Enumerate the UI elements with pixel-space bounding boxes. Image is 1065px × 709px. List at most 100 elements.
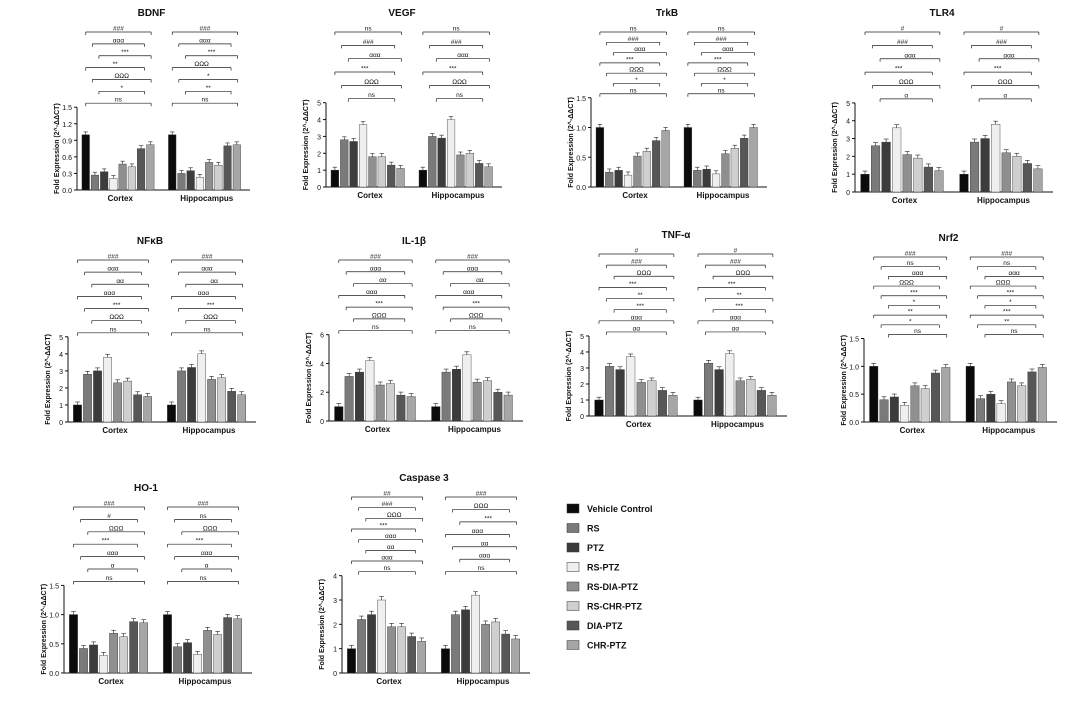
significance-label: ΩΩΩ	[203, 314, 218, 321]
bar-cortex-5	[127, 166, 136, 191]
bar-cortex-5	[642, 151, 651, 188]
group-label: Hippocampus	[711, 420, 764, 429]
bar-cortex-2	[367, 614, 376, 674]
significance-label: ns	[204, 326, 212, 333]
y-tick-label: 4	[59, 352, 63, 359]
significance-label: **	[206, 85, 212, 92]
significance-label: ***	[714, 56, 722, 63]
bar-hippocampus-7	[749, 127, 758, 188]
bar-cortex-7	[417, 641, 426, 674]
bar-hippocampus-1	[441, 371, 451, 422]
bar-hippocampus-1	[693, 170, 702, 188]
significance-label: ns	[384, 565, 392, 572]
group-label: Hippocampus	[982, 426, 1035, 435]
bar-cortex-7	[396, 168, 405, 188]
significance-label: #	[901, 26, 905, 33]
y-axis-label: Fold Expression (2^-ΔΔCT)	[565, 331, 573, 422]
y-axis-label: Fold Expression (2^-ΔΔCT)	[53, 103, 61, 194]
y-tick-label: 1.0	[576, 126, 586, 133]
bar-hippocampus-1	[970, 141, 980, 193]
bar-hippocampus-4	[1006, 381, 1016, 423]
bar-hippocampus-2	[986, 393, 996, 423]
legend-entry: RS-CHR-PTZ	[587, 602, 642, 612]
significance-label: ###	[897, 39, 908, 46]
bar-hippocampus-2	[702, 168, 711, 188]
y-tick-label: 3	[317, 134, 321, 141]
bar-hippocampus-0	[959, 173, 969, 193]
significance-label: ***	[375, 301, 383, 308]
bar-hippocampus-5	[746, 378, 756, 417]
significance-label: ns	[630, 26, 638, 33]
bar-cortex-3	[103, 357, 112, 423]
bar-hippocampus-6	[223, 617, 232, 674]
bar-hippocampus-6	[1022, 163, 1032, 193]
bar-cortex-7	[661, 130, 670, 188]
bar-cortex-7	[143, 396, 152, 423]
significance-label: αα	[379, 277, 387, 284]
significance-label: ***	[484, 515, 492, 522]
bar-hippocampus-3	[471, 594, 480, 674]
significance-label: αα	[387, 544, 395, 551]
bar-cortex-3	[892, 127, 902, 193]
bar-cortex-1	[871, 145, 881, 193]
significance-label: ***	[472, 301, 480, 308]
bar-cortex-1	[340, 139, 349, 188]
significance-label: ***	[910, 289, 918, 296]
y-tick-label: 0	[846, 190, 850, 197]
significance-label: ααα	[904, 52, 916, 59]
bar-cortex-3	[900, 405, 910, 423]
significance-label: ααα	[457, 52, 469, 59]
significance-label: ns	[200, 575, 208, 582]
significance-label: **	[1004, 318, 1010, 325]
bar-cortex-0	[594, 399, 604, 417]
y-tick-label: 2	[846, 154, 850, 161]
significance-label: ###	[370, 254, 381, 261]
y-tick-label: 0	[580, 414, 584, 421]
group-label: Hippocampus	[183, 426, 236, 435]
y-tick-label: 1.0	[49, 613, 59, 620]
bar-cortex-7	[139, 622, 148, 674]
significance-label: *	[635, 77, 638, 84]
significance-label: ΩΩΩ	[469, 312, 484, 319]
bar-hippocampus-6	[475, 163, 484, 188]
significance-label: ααα	[366, 289, 378, 296]
bar-hippocampus-3	[195, 177, 204, 191]
significance-label: αα	[116, 278, 124, 285]
significance-label: ###	[631, 259, 642, 266]
bar-hippocampus-0	[167, 404, 176, 423]
bar-cortex-6	[133, 394, 142, 423]
significance-label: *	[120, 85, 123, 92]
significance-label: ***	[380, 523, 388, 530]
y-tick-label: 1	[59, 403, 63, 410]
bar-cortex-6	[407, 636, 416, 674]
significance-label: ααα	[912, 270, 924, 277]
bar-hippocampus-0	[441, 648, 450, 674]
bar-cortex-1	[90, 174, 99, 191]
significance-label: ns	[368, 92, 376, 99]
legend-entry: CHR-PTZ	[587, 641, 627, 651]
group-label: Cortex	[626, 420, 652, 429]
bar-cortex-2	[349, 141, 358, 188]
bar-hippocampus-3	[197, 353, 206, 423]
bar-cortex-1	[605, 366, 615, 417]
significance-label: #	[635, 248, 639, 255]
bar-hippocampus-7	[511, 638, 520, 674]
panel-title: NFκB	[137, 236, 163, 247]
significance-label: ###	[1001, 251, 1012, 258]
bar-cortex-6	[396, 394, 406, 422]
significance-label: αα	[210, 278, 218, 285]
significance-label: ***	[636, 303, 644, 310]
significance-label: α	[111, 563, 115, 570]
significance-label: ααα	[730, 314, 742, 321]
significance-label: ααα	[199, 37, 211, 44]
significance-label: ns	[202, 97, 210, 104]
legend-swatch	[566, 601, 580, 611]
significance-label: *	[723, 77, 726, 84]
significance-label: ααα	[479, 553, 491, 560]
y-tick-label: 2	[333, 622, 337, 629]
panel-vegf: VEGF 0 1 2 3 4 5 Fold Expression (2^-ΔΔCT) Corte…	[302, 8, 502, 200]
y-tick-label: 0.9	[62, 138, 72, 145]
bar-cortex-0	[73, 404, 82, 423]
significance-label: ###	[104, 501, 115, 508]
